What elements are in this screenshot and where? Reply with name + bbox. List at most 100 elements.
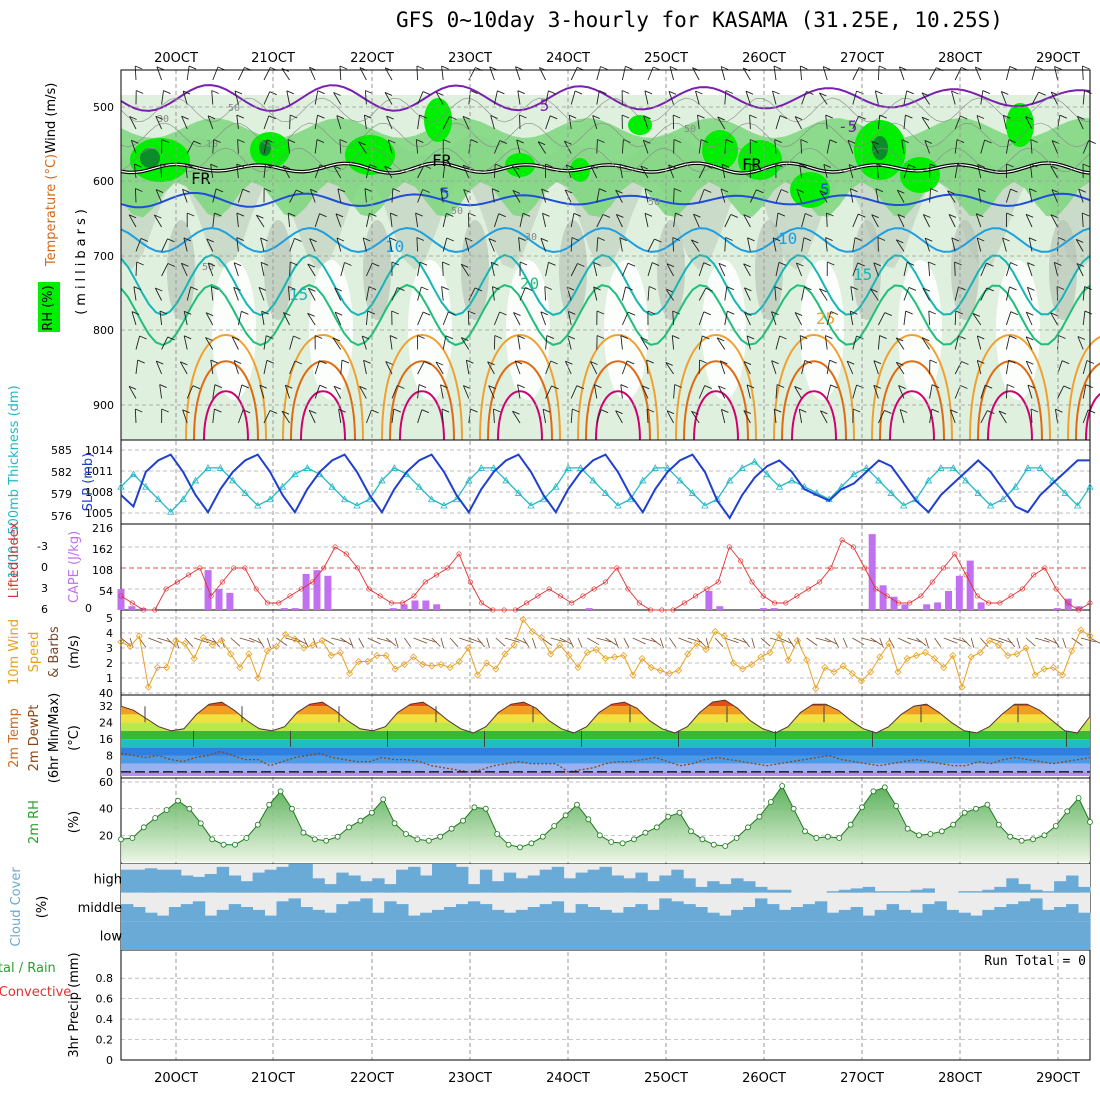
cloud-cell-middle	[826, 912, 840, 922]
date-label-top: 24OCT	[546, 51, 590, 66]
wind10-barb	[815, 637, 831, 643]
wind10-barb	[148, 637, 163, 644]
wind-barb	[898, 385, 905, 399]
wind-barb	[231, 336, 239, 350]
wind-barb	[799, 164, 803, 179]
wind-barb	[620, 335, 623, 350]
wind-barb	[467, 310, 470, 326]
pressure-tick: 900	[93, 399, 114, 412]
wind-barb-flag	[365, 90, 373, 94]
thickness-tick: 579	[51, 488, 72, 501]
wind-barb	[512, 410, 521, 424]
wind-barb	[545, 360, 552, 375]
wind-barb-flag	[128, 214, 137, 219]
wind-barb-flag	[308, 287, 316, 292]
wind-barb-flag	[776, 384, 785, 388]
wind-barb-flag	[794, 385, 802, 390]
rh2m-marker	[163, 807, 170, 813]
thickness-marker	[552, 482, 560, 490]
cloud-cell-low	[1054, 921, 1067, 950]
wind-barb-flag	[522, 212, 531, 217]
cloud-cell-high	[623, 878, 636, 893]
cloud-cell-high	[767, 889, 780, 893]
wind-barb-flag	[419, 114, 427, 119]
wind-barb	[903, 115, 906, 130]
wind-barb-flag	[281, 410, 290, 415]
wind-barb	[976, 237, 982, 252]
wind-barb-flag	[1006, 163, 1014, 168]
wind10-marker	[876, 653, 884, 661]
wind-barb-flag	[512, 189, 521, 194]
wind-barb-flag	[1077, 115, 1085, 120]
wind-barb-flag	[986, 287, 994, 292]
wind-barb	[289, 360, 296, 375]
wind-barb	[570, 67, 578, 81]
contour-10	[120, 226, 1091, 254]
wind-barb-flag	[898, 385, 906, 390]
cloud-cell-low	[515, 921, 529, 950]
wind10-marker	[181, 639, 189, 648]
wind-barb	[391, 287, 398, 301]
wind-barb	[210, 164, 214, 179]
wind-barb-flag	[421, 286, 429, 291]
wind-barb-flag	[449, 116, 457, 120]
wind-barb	[540, 311, 547, 326]
wind-barb-flag	[781, 189, 789, 193]
cloud-cell-low	[1066, 921, 1079, 950]
wind-barb	[718, 385, 726, 399]
wind10-marker	[583, 648, 591, 657]
wind-barb	[954, 261, 956, 277]
rh2m-marker	[676, 809, 683, 816]
cloud-cell-middle	[755, 898, 768, 922]
li-marker	[129, 600, 135, 606]
cloud-cell-middle	[599, 909, 612, 922]
li-marker	[704, 586, 710, 592]
wind-barb	[1076, 116, 1084, 130]
date-label-bottom: 22OCT	[350, 1071, 394, 1086]
wind-barb	[929, 384, 933, 399]
rh2m-marker	[756, 813, 763, 820]
wind-barb-flag	[978, 188, 986, 193]
wind-barb	[1028, 237, 1033, 252]
wind-barb	[1031, 91, 1039, 105]
wind10-barb	[212, 637, 220, 648]
contour-35	[889, 390, 935, 441]
cloud-cell-middle	[324, 912, 337, 922]
cape-tick-zero: 0	[85, 602, 92, 615]
wind-barb	[519, 114, 521, 130]
wind10-marker	[702, 645, 710, 654]
wind-barb-flag	[819, 92, 827, 97]
wind-barb	[491, 188, 495, 203]
wind-barb	[135, 360, 139, 375]
wind-barb	[333, 165, 342, 179]
wind10-barb	[266, 637, 271, 648]
wind-barb-flag	[799, 408, 807, 413]
contour-30	[1075, 362, 1100, 441]
wind-barb-flag	[644, 90, 653, 95]
wind-barb	[212, 188, 217, 203]
wind-barb-flag	[951, 90, 959, 95]
wind10-barb	[349, 637, 354, 648]
wind-barb-flag	[896, 337, 904, 342]
wind-barb	[1076, 263, 1084, 277]
thickness-marker	[440, 501, 448, 509]
cloud-cell-high	[264, 869, 277, 893]
rh2m-marker	[619, 840, 626, 847]
wind-barb-flag	[470, 139, 478, 144]
wind-barb-flag	[1035, 66, 1043, 70]
wind-barb-flag	[333, 165, 341, 170]
wind-barb	[745, 91, 751, 105]
wind-barb	[1002, 237, 1007, 252]
wind-barb-flag	[441, 65, 449, 70]
wind-barb	[333, 92, 342, 105]
wind-barb	[284, 385, 291, 399]
rh2m-marker	[870, 788, 877, 795]
wind-barb	[826, 139, 831, 154]
cloud-cell-middle	[551, 901, 565, 922]
wind-barb-flag	[386, 115, 394, 120]
wind-barb-flag	[214, 408, 222, 413]
li-marker	[197, 565, 203, 571]
wind-barb	[129, 116, 137, 130]
wind-barb-flag	[619, 237, 627, 242]
wind-barb-flag	[463, 189, 471, 193]
